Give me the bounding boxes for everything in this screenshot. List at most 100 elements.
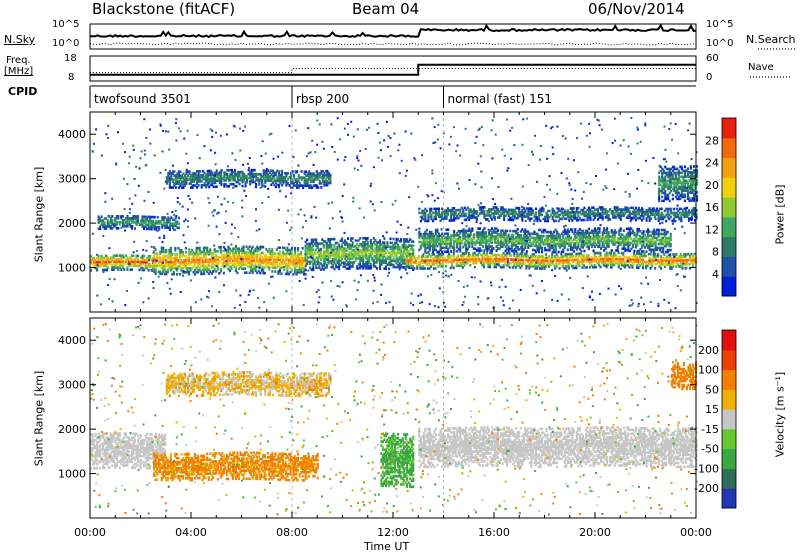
power-panel-cell — [137, 260, 140, 264]
power-panel-cell — [147, 221, 150, 225]
power-panel-cell — [150, 223, 153, 227]
power-panel-cell — [198, 268, 201, 272]
power-panel-cell — [172, 272, 175, 276]
power-panel-cell — [171, 262, 174, 266]
power-panel-cell — [130, 268, 133, 271]
power-panel-cell — [210, 258, 213, 261]
power-panel-cell — [140, 266, 143, 270]
power-panel-cell — [132, 217, 135, 220]
power-panel-cell — [198, 256, 201, 260]
power-panel-cell — [437, 207, 440, 211]
power-panel-cell — [534, 211, 537, 215]
power-panel-cell — [164, 224, 167, 227]
power-panel-cell — [154, 260, 157, 263]
power-panel-cell — [188, 255, 191, 258]
power-panel-cell — [369, 263, 372, 266]
power-panel-cell — [172, 270, 175, 274]
power-panel-cell — [108, 225, 111, 228]
date-title: 06/Nov/2014 — [588, 0, 685, 18]
power-panel-cell — [159, 250, 162, 254]
noise-left-tick-bottom: 10^0 — [52, 38, 80, 49]
power-panel-cell — [195, 246, 198, 250]
power-panel-cell — [203, 272, 206, 276]
power-panel-cell — [369, 239, 372, 242]
power-panel-cell — [157, 270, 160, 274]
power-panel-cell — [102, 219, 105, 222]
power-panel-cell — [210, 254, 213, 257]
power-panel-cell — [191, 266, 194, 270]
cpid-label: CPID — [8, 85, 38, 98]
power-panel-cell — [141, 254, 144, 258]
power-panel-cell — [177, 226, 180, 230]
power-panel-cell — [137, 221, 140, 224]
power-panel-cell — [105, 217, 108, 220]
power-panel-cell — [152, 223, 155, 227]
power-panel-cell — [212, 266, 215, 269]
power-panel-cell — [213, 268, 216, 271]
power-panel-cell — [129, 217, 132, 220]
power-panel-cell — [554, 219, 557, 223]
power-panel-cell — [159, 222, 162, 225]
power-panel-cell — [135, 256, 138, 260]
power-panel-cell — [117, 268, 120, 271]
power-panel-cell — [141, 219, 144, 222]
power-panel-cell — [174, 257, 177, 260]
power-panel-cell — [286, 172, 289, 175]
power-panel-cell — [117, 260, 120, 263]
power-panel-cell — [130, 227, 133, 230]
power-panel-cell — [157, 264, 160, 268]
power-panel-cell — [238, 182, 241, 186]
power-panel-cell — [204, 268, 207, 272]
power-panel-cell — [207, 264, 210, 267]
power-panel-cell — [115, 260, 118, 263]
power-panel-cell — [124, 254, 127, 257]
power-panel-cell — [111, 219, 114, 222]
power-panel-cell — [138, 223, 141, 226]
power-panel-cell — [150, 265, 153, 268]
power-panel-cell — [103, 223, 106, 226]
power-panel-cell — [105, 260, 108, 264]
power-panel-cell — [445, 264, 448, 268]
power-panel-cell — [114, 262, 117, 265]
power-panel-cell — [100, 215, 103, 218]
power-panel-cell — [541, 246, 544, 250]
power-panel-cell — [103, 258, 106, 262]
power-panel-cell — [271, 270, 274, 273]
power-panel-cell — [263, 271, 266, 275]
power-panel-cell — [181, 261, 184, 264]
power-panel-cell — [141, 217, 144, 220]
power-panel-cell — [153, 268, 156, 271]
power-panel-cell — [97, 215, 100, 219]
power-panel-cell — [153, 264, 156, 267]
power-panel-cell — [144, 223, 147, 227]
power-panel-cell — [99, 264, 102, 268]
power-panel-cell — [206, 252, 209, 256]
power-panel-cell — [181, 255, 184, 258]
power-panel-cell — [156, 254, 159, 257]
power-panel-cell — [351, 237, 354, 240]
power-panel-cell — [195, 270, 198, 274]
power-panel-cell — [114, 254, 117, 257]
power-panel-cell — [147, 227, 150, 231]
power-panel-cell — [99, 219, 102, 222]
power-panel-cell — [93, 259, 96, 262]
power-panel-cell — [657, 228, 660, 232]
power-panel-cell — [157, 256, 160, 260]
power-panel-cell — [184, 255, 187, 258]
power-panel-cell — [159, 260, 162, 264]
power-panel-cell — [168, 218, 171, 221]
power-panel-cell — [386, 241, 389, 244]
power-panel-cell — [163, 272, 166, 276]
power-panel-cell — [188, 170, 191, 173]
power-panel-cell — [465, 212, 468, 216]
power-panel-cell — [154, 272, 157, 275]
power-panel-cell — [184, 247, 187, 250]
power-panel-cell — [654, 267, 657, 270]
power-panel-cell — [168, 250, 171, 254]
power-panel-cell — [108, 262, 111, 266]
power-panel-cell — [236, 271, 239, 275]
power-panel-cell — [163, 254, 166, 258]
power-panel-cell — [146, 223, 149, 227]
power-panel-cell — [126, 262, 129, 265]
power-panel-cell — [164, 222, 167, 225]
